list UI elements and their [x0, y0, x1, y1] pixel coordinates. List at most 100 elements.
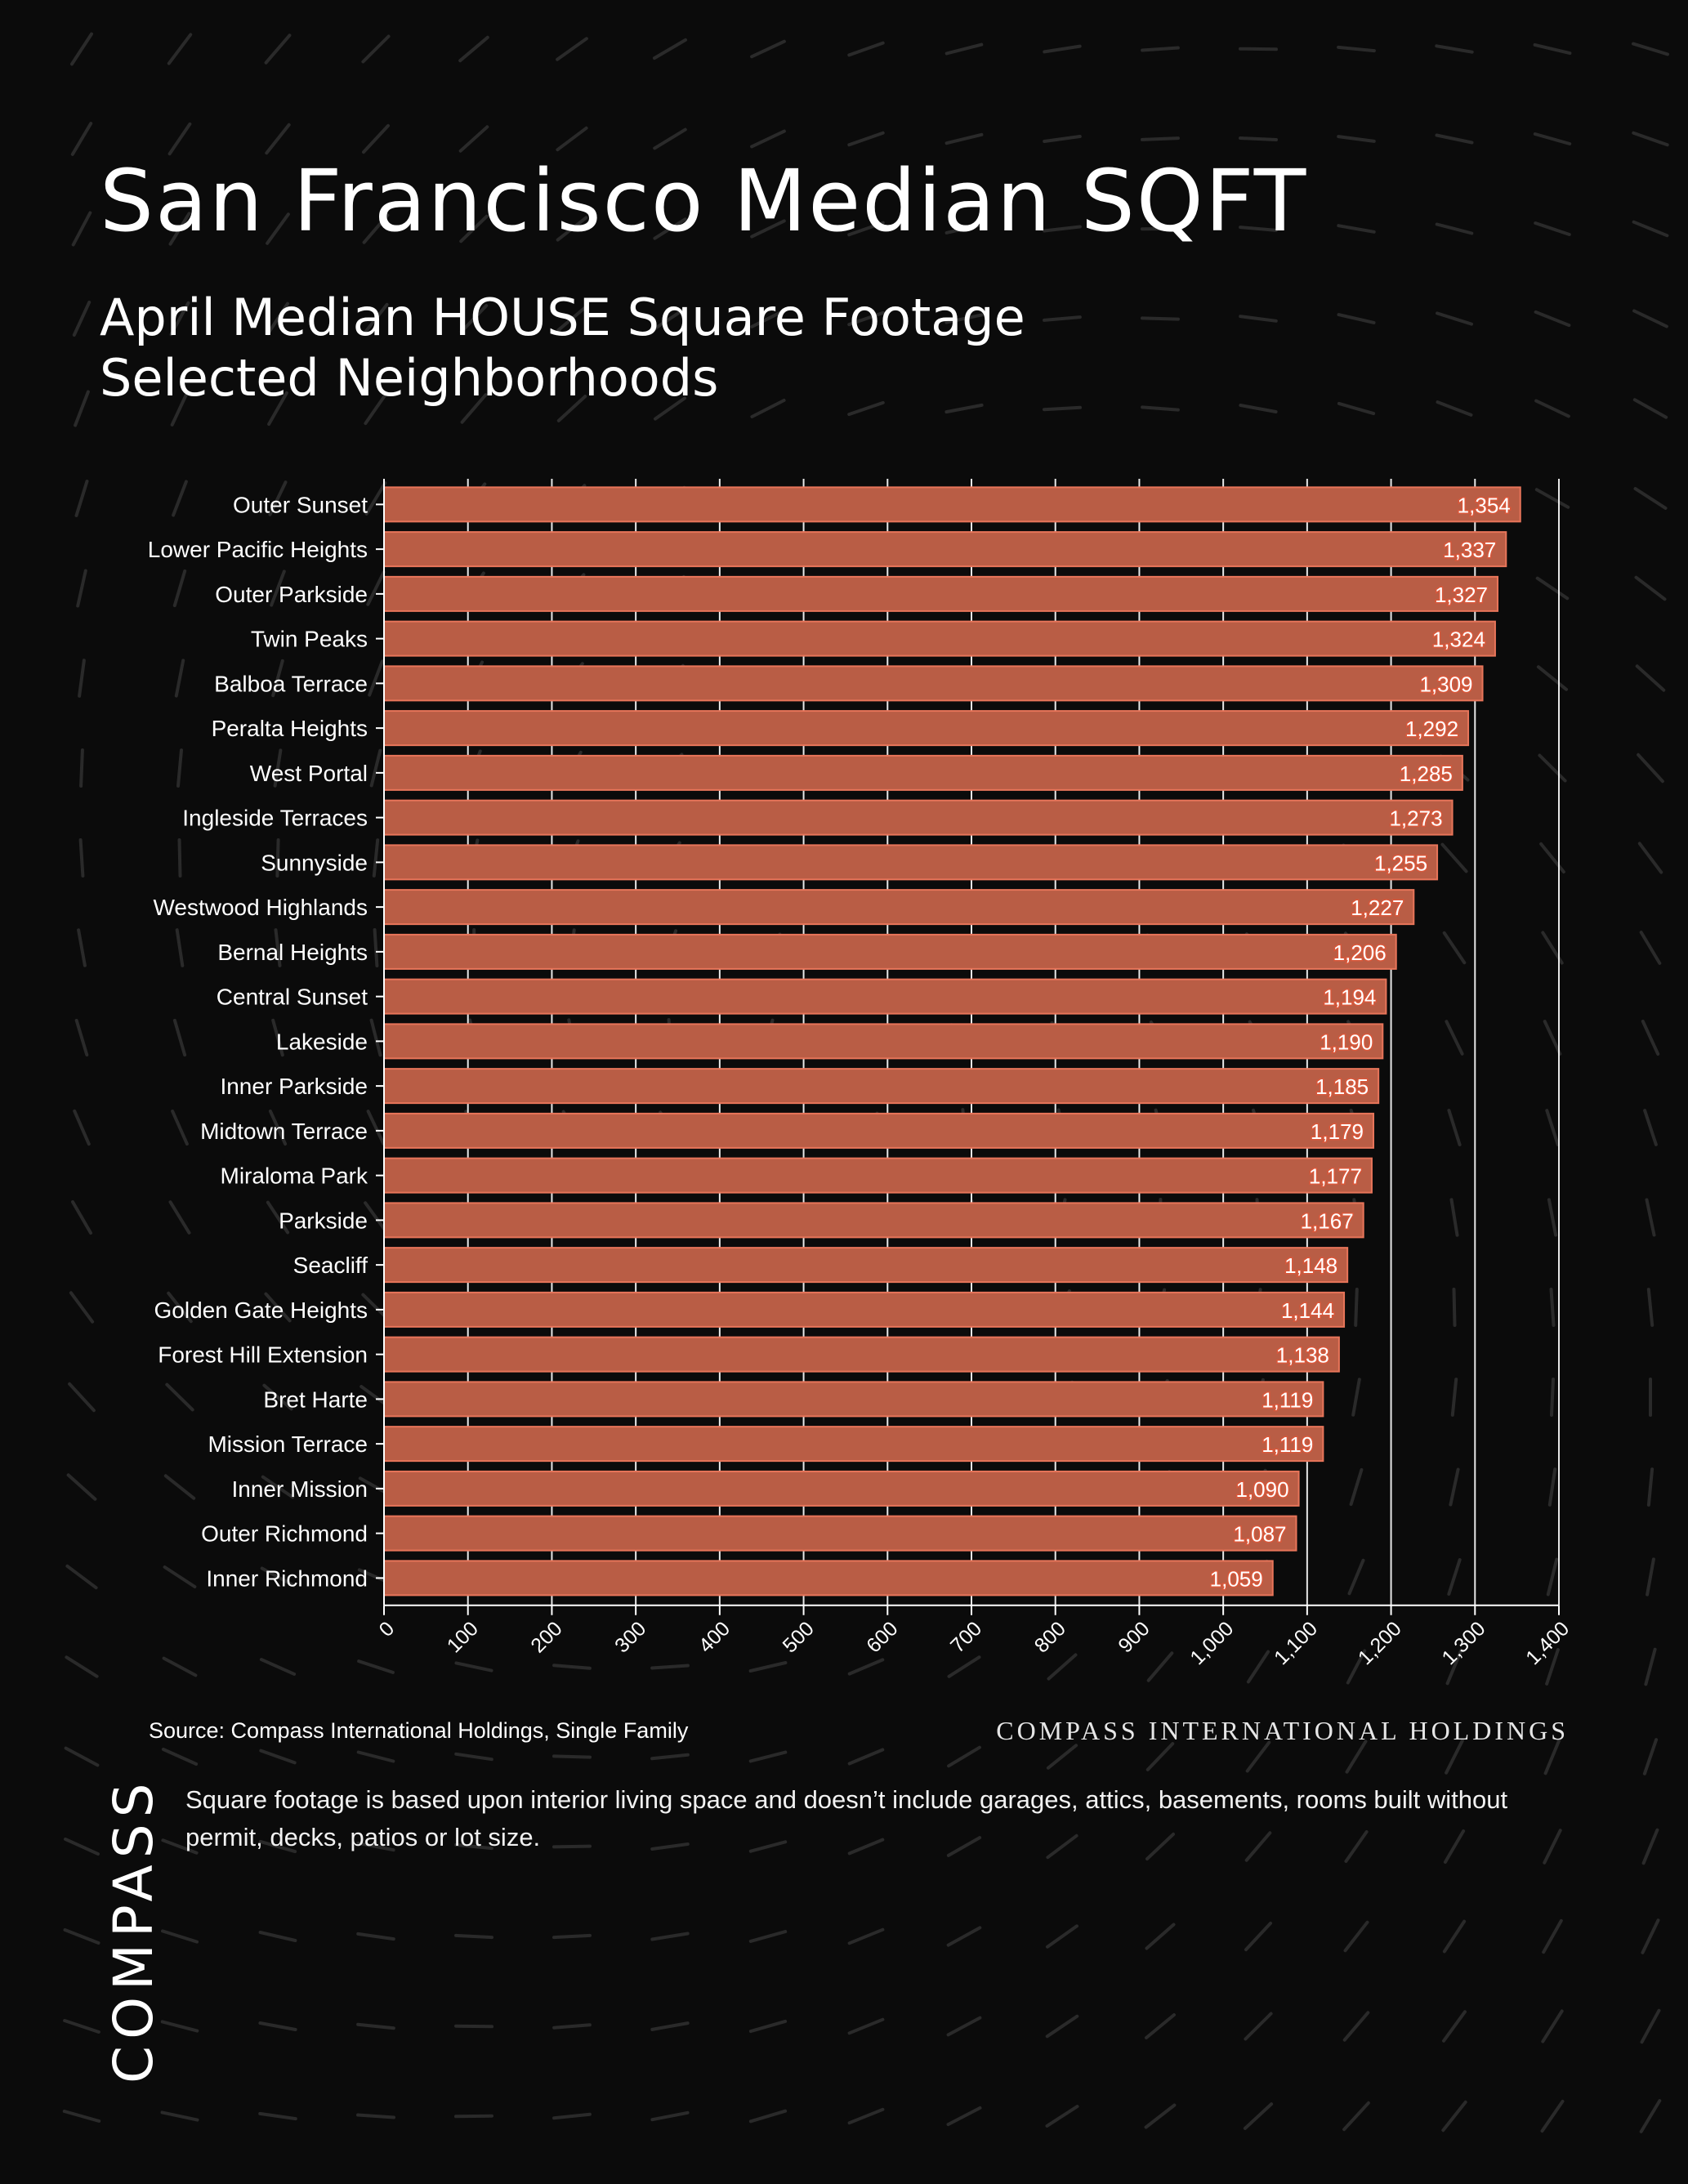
bg-dash	[357, 1659, 395, 1674]
chart-subtitle: April Median HOUSE Square Footage Select…	[100, 288, 1025, 409]
bg-dash	[748, 2019, 788, 2034]
brand-wordmark: COMPASS INTERNATIONAL HOLDINGS	[996, 1716, 1569, 1745]
bg-dash	[1445, 1648, 1463, 1686]
bg-dash	[1435, 44, 1474, 54]
bg-dash	[174, 659, 185, 698]
bg-dash	[168, 1200, 191, 1235]
bg-dash	[748, 2109, 788, 2124]
bg-dash	[1643, 1109, 1658, 1146]
bg-dash	[458, 35, 489, 63]
x-tick-label: 1,400	[1521, 1617, 1574, 1667]
bg-dash	[654, 396, 686, 421]
bar	[383, 1068, 1380, 1105]
bg-dash	[1436, 311, 1473, 326]
category-label: Bernal Heights	[217, 940, 368, 965]
bg-dash	[68, 1382, 96, 1413]
bg-dash	[1045, 2014, 1079, 2039]
bg-dash	[363, 302, 389, 335]
bg-dash	[161, 1838, 199, 1855]
bg-dash	[650, 2021, 690, 2031]
bg-dash	[369, 1018, 382, 1057]
bar-value-label: 1,167	[1301, 1208, 1354, 1233]
category-label: Central Sunset	[217, 985, 368, 1010]
bg-dash	[1547, 1467, 1557, 1507]
bg-dash	[62, 2110, 101, 2123]
bg-dash	[556, 126, 588, 152]
bg-dash	[373, 928, 379, 967]
bg-dash	[64, 1746, 100, 1767]
bg-dash	[1543, 1829, 1562, 1865]
bg-dash	[847, 1838, 885, 1856]
bar	[383, 978, 1387, 1015]
bg-dash	[1640, 2008, 1661, 2044]
bg-dash	[1145, 1832, 1175, 1861]
page-title: San Francisco Median SQFT	[100, 151, 1308, 251]
bg-dash	[175, 928, 185, 967]
bg-dash	[1533, 132, 1572, 145]
bg-dash	[454, 2114, 493, 2119]
bg-dash	[847, 310, 885, 327]
category-label: Twin Peaks	[251, 627, 368, 652]
bg-dash	[1045, 2105, 1079, 2128]
bar	[383, 486, 1521, 523]
bg-dash	[454, 1933, 493, 1940]
bg-dash	[1542, 1918, 1563, 1954]
x-tick-label: 100	[443, 1617, 483, 1657]
bg-dash	[271, 659, 284, 698]
bg-dash	[258, 1931, 297, 1942]
bg-dash	[650, 1932, 690, 1941]
x-tick-label: 900	[1114, 1617, 1154, 1657]
bg-dash	[1343, 1920, 1369, 1953]
bg-dash	[176, 748, 183, 788]
bar	[383, 1426, 1324, 1463]
bg-dash	[1239, 226, 1278, 232]
bg-dash	[258, 2021, 297, 2031]
bar	[383, 1470, 1300, 1507]
bg-dash	[1546, 1557, 1559, 1597]
bar	[383, 1291, 1346, 1328]
bg-dash	[163, 1565, 197, 1588]
bg-dash	[1043, 44, 1082, 54]
bg-dash	[1543, 1020, 1562, 1056]
bg-dash	[1337, 135, 1376, 143]
category-label: Westwood Highlands	[153, 895, 368, 920]
bg-dash	[1443, 1829, 1466, 1864]
bg-dash	[65, 1655, 99, 1678]
bg-dash	[750, 399, 786, 418]
bg-dash	[1046, 1744, 1078, 1770]
bar	[383, 799, 1454, 836]
bar-value-label: 1,327	[1435, 583, 1488, 607]
category-label: Bret Harte	[263, 1387, 368, 1412]
bg-dash	[274, 928, 282, 967]
bg-dash	[653, 217, 687, 240]
bg-dash	[1641, 1020, 1660, 1056]
category-label: Outer Parkside	[215, 582, 368, 607]
bg-dash	[79, 748, 84, 788]
bg-dash	[275, 838, 280, 878]
bg-dash	[1550, 1378, 1555, 1417]
bar-value-label: 1,179	[1311, 1119, 1364, 1144]
bar-value-label: 1,206	[1333, 940, 1387, 965]
bar-value-label: 1,190	[1320, 1029, 1373, 1054]
bg-dash	[1043, 225, 1082, 233]
bg-dash	[653, 38, 687, 60]
bg-dash	[1245, 1740, 1271, 1773]
bg-dash	[70, 32, 93, 66]
bg-dash	[748, 1750, 788, 1763]
x-tick-label: 600	[862, 1617, 902, 1657]
bg-dash	[1645, 1198, 1656, 1237]
bg-dash	[458, 125, 489, 153]
bg-dash	[650, 1753, 690, 1761]
bg-dash	[1534, 310, 1571, 328]
bg-dash	[944, 313, 984, 324]
bg-dash	[356, 1841, 395, 1852]
bg-dash	[1243, 2102, 1274, 2130]
category-label: Outer Sunset	[233, 492, 368, 517]
bg-dash	[160, 2110, 199, 2122]
bg-dash	[161, 1748, 199, 1766]
bg-dash	[946, 2106, 982, 2127]
bg-dash	[74, 480, 89, 517]
bg-dash	[364, 1201, 388, 1234]
bar	[383, 1336, 1340, 1373]
category-label: Balboa Terrace	[214, 671, 368, 696]
